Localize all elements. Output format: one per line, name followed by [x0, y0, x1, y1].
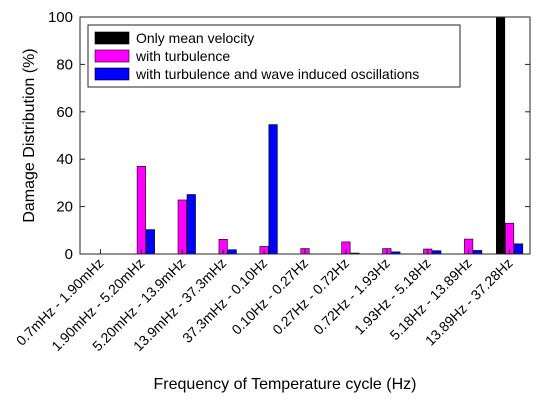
legend-label-1: Only mean velocity — [136, 30, 254, 46]
legend-box — [87, 24, 461, 88]
x-axis-label: Frequency of Temperature cycle (Hz) — [154, 376, 417, 393]
y-tick-label: 40 — [56, 151, 73, 168]
y-axis-label: Damage Distribution (%) — [21, 48, 38, 222]
bar-series3-cat11 — [513, 243, 524, 255]
y-axis: 0 20 40 60 80 100 — [48, 9, 530, 263]
bar-series1-cat11 — [495, 16, 506, 255]
bar-series3-cat4 — [227, 249, 237, 255]
legend-label-3: with turbulence and wave induced oscilla… — [135, 66, 419, 82]
legend: Only mean velocity with turbulence with tu… — [87, 24, 461, 88]
legend-label-2: with turbulence — [135, 48, 230, 64]
legend-swatch-2 — [94, 49, 130, 63]
y-tick-label: 0 — [65, 246, 73, 263]
y-tick-label: 80 — [56, 56, 73, 73]
legend-swatch-3 — [94, 67, 130, 81]
y-tick-label: 60 — [56, 104, 73, 121]
legend-swatch-1 — [94, 31, 130, 45]
bar-series2-cat3 — [177, 199, 187, 255]
y-tick-label: 100 — [48, 9, 73, 26]
bar-series3-cat2 — [145, 229, 155, 255]
bar-series3-cat10 — [473, 250, 483, 255]
bar-series3-cat5 — [268, 124, 278, 255]
bar-series3-cat3 — [186, 194, 196, 255]
bar-series2-cat2 — [136, 166, 146, 255]
y-tick-label: 20 — [56, 199, 73, 216]
